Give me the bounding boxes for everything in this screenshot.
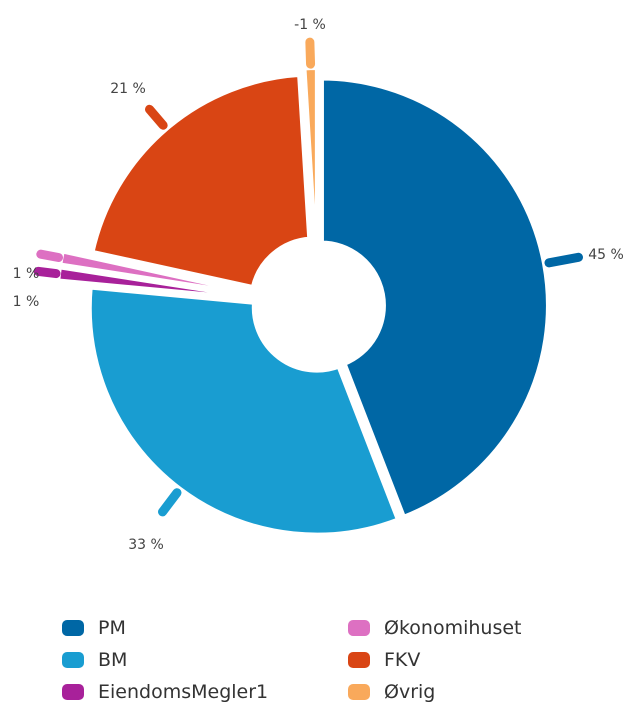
- chart-legend: PM Økonomihuset BM FKV EiendomsMegler1 Ø…: [62, 616, 582, 704]
- slice-pm[interactable]: [317, 74, 552, 522]
- legend-item-fkv[interactable]: FKV: [348, 648, 582, 672]
- legend-swatch-bm: [62, 652, 84, 668]
- legend-item-ovrig[interactable]: Øvrig: [348, 680, 582, 704]
- donut-chart: 45 % 33 % 1 % 1 % 21 % -1 %: [13, 17, 624, 553]
- tick-bm: [158, 488, 182, 517]
- slice-fkv[interactable]: [88, 70, 314, 292]
- donut-hole: [256, 244, 380, 368]
- data-label-fkv: 21 %: [110, 81, 146, 97]
- legend-swatch-fkv: [348, 652, 370, 668]
- data-label-eiendomsmegler1: 1 %: [13, 294, 40, 310]
- legend-item-eiendomsmegler1[interactable]: EiendomsMegler1: [62, 680, 348, 704]
- slice-bm[interactable]: [85, 283, 403, 539]
- legend-label-ovrig: Øvrig: [384, 681, 436, 703]
- data-label-bm: 33 %: [128, 537, 164, 553]
- legend-swatch-ovrig: [348, 684, 370, 700]
- tick-eiendomsmegler1: [33, 266, 61, 279]
- legend-item-okonomihuset[interactable]: Økonomihuset: [348, 616, 582, 640]
- tick-ovrig: [305, 37, 316, 69]
- data-label-ovrig: -1 %: [294, 17, 326, 33]
- legend-item-pm[interactable]: PM: [62, 616, 348, 640]
- legend-swatch-okonomihuset: [348, 620, 370, 636]
- legend-label-eiendomsmegler1: EiendomsMegler1: [98, 681, 269, 703]
- legend-label-okonomihuset: Økonomihuset: [384, 617, 522, 639]
- tick-fkv: [144, 104, 168, 130]
- legend-label-pm: PM: [98, 617, 126, 639]
- data-label-pm: 45 %: [588, 247, 624, 263]
- tick-okonomihuset: [36, 249, 63, 262]
- legend-item-bm[interactable]: BM: [62, 648, 348, 672]
- tick-pm: [544, 252, 583, 268]
- legend-swatch-pm: [62, 620, 84, 636]
- legend-label-bm: BM: [98, 649, 128, 671]
- data-label-okonomihuset: 1 %: [13, 266, 40, 282]
- legend-swatch-eiendomsmegler1: [62, 684, 84, 700]
- legend-label-fkv: FKV: [384, 649, 421, 671]
